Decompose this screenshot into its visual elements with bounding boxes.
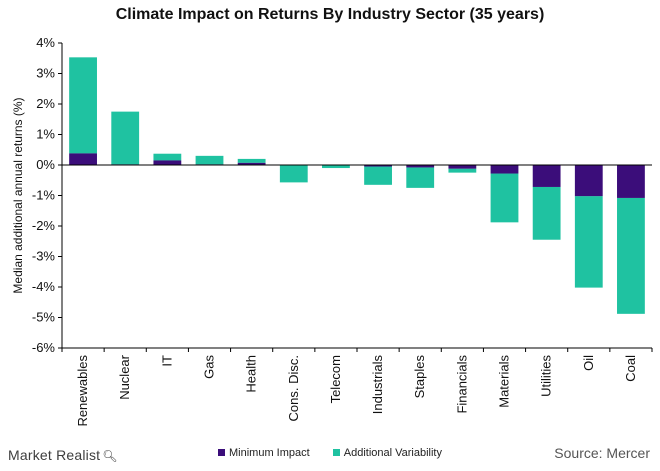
chart-title: Climate Impact on Returns By Industry Se… [115, 6, 545, 23]
legend: Minimum Impact Additional Variability [0, 447, 660, 460]
x-tick-label: Materials [497, 355, 512, 408]
x-tick-label: Financials [454, 355, 469, 414]
y-tick-label: 2% [36, 96, 55, 111]
bar-additional-12 [574, 196, 603, 288]
brand-name: Market Realist [8, 447, 101, 463]
y-tick-label: -4% [32, 279, 56, 294]
legend-swatch-minimum [218, 449, 225, 456]
x-tick-label: Health [244, 355, 259, 393]
y-tick-label: 4% [36, 35, 55, 50]
y-tick-label: 0% [36, 157, 55, 172]
x-tick-label: Gas [202, 355, 217, 379]
bar-additional-13 [617, 197, 645, 314]
x-tick-label: Oil [581, 355, 596, 371]
x-tick-label: IT [159, 355, 174, 367]
legend-item-minimum: Minimum Impact [218, 447, 310, 459]
x-tick-label: Cons. Disc. [286, 355, 301, 421]
source-note: Source: Mercer [554, 445, 650, 461]
bar-additional-3 [195, 155, 224, 165]
x-tick-label: Coal [623, 355, 638, 382]
y-tick-label: 1% [36, 127, 55, 142]
y-tick-label: -3% [32, 249, 56, 264]
x-tick-label: Telecom [328, 355, 343, 403]
bar-additional-11 [532, 186, 561, 240]
bar-additional-4 [237, 158, 266, 163]
bar-additional-8 [406, 167, 435, 188]
legend-swatch-additional [332, 449, 340, 456]
x-tick-label: Staples [412, 355, 427, 399]
legend-label-additional: Additional Variability [343, 446, 442, 459]
bar-additional-10 [490, 173, 519, 223]
y-axis-label: Median additional annual returns (%) [11, 97, 25, 293]
brand-logo: Market Realist 🔍︎ [8, 447, 118, 463]
bar-minimum-2 [153, 160, 182, 165]
y-tick-label: -5% [32, 310, 56, 325]
bar-minimum-8 [406, 165, 435, 168]
magnifier-icon: 🔍︎ [102, 449, 118, 463]
bar-additional-7 [364, 166, 392, 185]
bar-minimum-4 [237, 162, 266, 165]
y-tick-label: -6% [32, 340, 56, 355]
bar-minimum-13 [617, 165, 645, 198]
y-tick-label: -1% [32, 188, 56, 203]
bar-minimum-7 [364, 165, 392, 167]
bar-minimum-11 [532, 165, 561, 187]
bar-additional-6 [322, 165, 350, 169]
y-tick-label: -2% [32, 218, 56, 233]
legend-label-minimum: Minimum Impact [229, 446, 310, 459]
bar-minimum-10 [490, 165, 519, 174]
bar-additional-2 [153, 153, 182, 161]
x-tick-label: Renewables [75, 355, 90, 427]
bar-additional-9 [448, 168, 477, 173]
x-tick-label: Nuclear [117, 354, 132, 399]
bar-minimum-12 [574, 165, 603, 197]
bar-additional-0 [69, 57, 97, 154]
x-tick-label: Utilities [539, 355, 554, 397]
legend-item-additional: Additional Variability [332, 446, 442, 459]
bar-additional-1 [111, 111, 140, 165]
y-tick-label: 3% [36, 66, 55, 81]
bar-minimum-0 [69, 153, 97, 165]
bar-additional-5 [279, 165, 308, 183]
bar-minimum-9 [448, 165, 477, 169]
x-tick-label: Industrials [370, 355, 385, 415]
